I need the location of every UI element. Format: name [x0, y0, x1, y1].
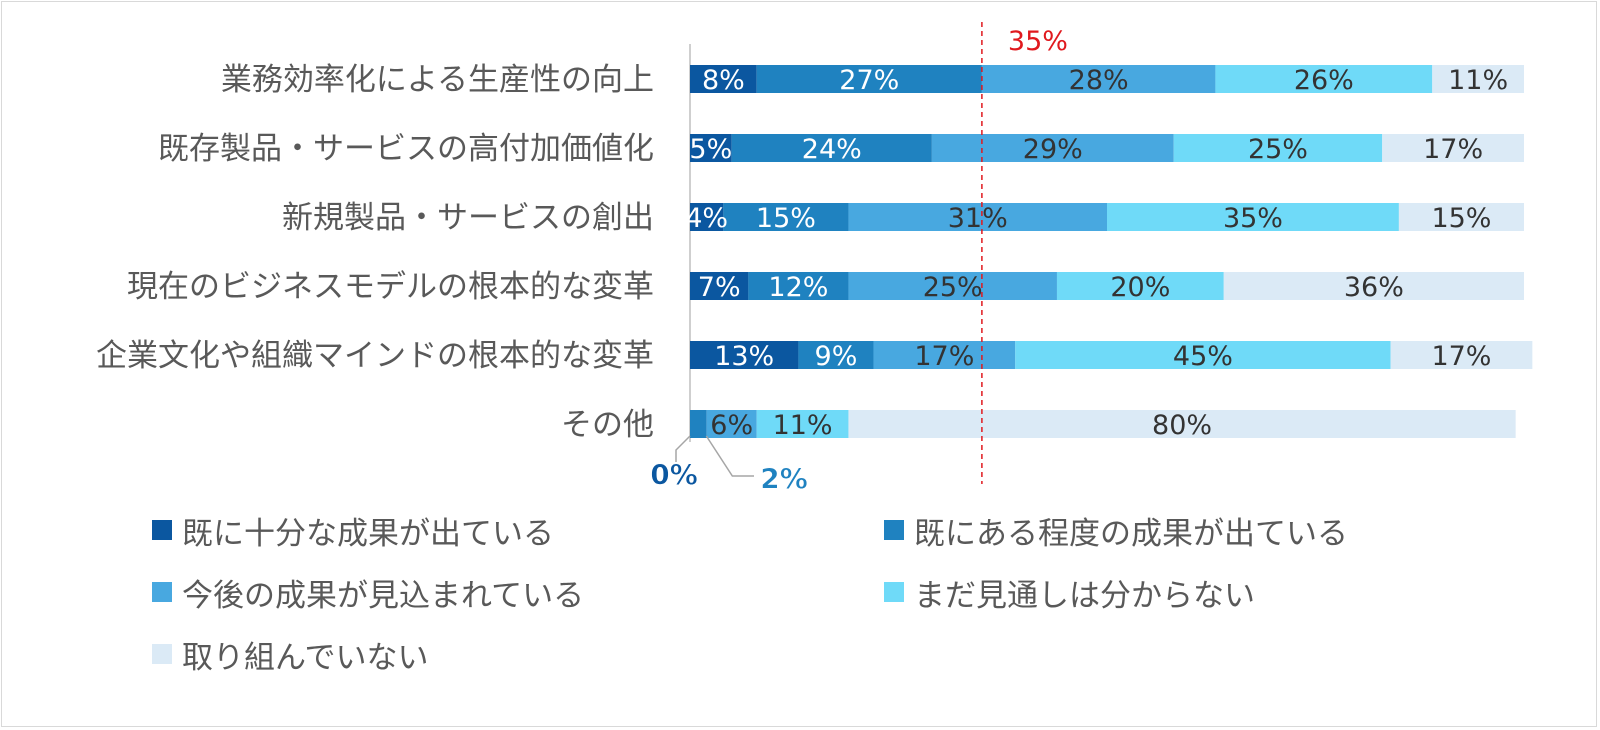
data-label: 11% — [773, 410, 833, 441]
bar-segment — [848, 203, 1107, 231]
bar-segment — [1223, 272, 1524, 300]
reference-line-label: 35% — [1008, 26, 1068, 57]
legend-swatch — [152, 644, 172, 664]
category-label: 企業文化や組織マインドの根本的な変革 — [96, 338, 654, 374]
bar-segment — [690, 203, 724, 231]
data-labels: 8% 27% 28% 26% 11% 5% 24% 29% 25% 17% 4% 15% 31% 35% 1… — [685, 65, 1508, 441]
bar-segment — [690, 410, 707, 438]
data-label: 29% — [1023, 134, 1083, 165]
bar-segment — [981, 65, 1216, 93]
data-label: 12% — [768, 272, 828, 303]
data-label: 27% — [839, 65, 899, 96]
data-label: 6% — [710, 410, 753, 441]
legend-item: 今後の成果が見込まれている — [152, 572, 585, 614]
bar-segment — [1173, 134, 1383, 162]
bar-segment — [848, 272, 1057, 300]
bars — [690, 65, 1533, 438]
legend-label: 今後の成果が見込まれている — [182, 577, 585, 614]
data-label: 4% — [685, 203, 728, 234]
legend-swatch — [152, 582, 172, 602]
bar-segment — [748, 272, 849, 300]
bar-segment — [690, 341, 799, 369]
bar-segment — [690, 272, 749, 300]
bar-segment — [723, 203, 849, 231]
bar-segment — [1056, 272, 1224, 300]
bar-segment — [1107, 203, 1399, 231]
bar-segment — [1215, 65, 1433, 93]
legend-swatch — [884, 582, 904, 602]
data-label: 11% — [1448, 65, 1508, 96]
callout-label: 2% — [760, 462, 808, 495]
data-label: 5% — [689, 134, 732, 165]
data-label: 17% — [1431, 341, 1491, 372]
data-label: 35% — [1223, 203, 1283, 234]
legend-label: 取り組んでいない — [182, 639, 429, 676]
data-label: 17% — [1423, 134, 1483, 165]
bar-segment — [798, 341, 874, 369]
data-label: 26% — [1294, 65, 1354, 96]
data-label: 13% — [714, 341, 774, 372]
bar-segment — [756, 65, 982, 93]
callout-labels: 0% 2% — [650, 435, 808, 495]
legend-label: 既に十分な成果が出ている — [182, 515, 554, 552]
bar-segment — [690, 134, 732, 162]
bar-segment — [1390, 341, 1533, 369]
bar-segment — [931, 134, 1174, 162]
data-label: 45% — [1173, 341, 1233, 372]
category-label: 現在のビジネスモデルの根本的な変革 — [127, 269, 654, 305]
data-label: 8% — [702, 65, 745, 96]
legend-swatch — [884, 520, 904, 540]
data-label: 9% — [815, 341, 858, 372]
bar-segment — [1015, 341, 1391, 369]
bar-segment — [731, 134, 932, 162]
data-label: 15% — [756, 203, 816, 234]
callout-leader — [705, 435, 754, 477]
bar-segment — [690, 65, 757, 93]
legend-swatch — [152, 520, 172, 540]
legend-label: まだ見通しは分からない — [914, 577, 1255, 614]
data-label: 20% — [1110, 272, 1170, 303]
legend-item: 取り組んでいない — [152, 634, 429, 676]
bar-segment — [1382, 134, 1524, 162]
bar-segment — [1432, 65, 1524, 93]
data-label: 25% — [1248, 134, 1308, 165]
data-label: 17% — [914, 341, 974, 372]
data-label: 25% — [923, 272, 983, 303]
data-label: 7% — [698, 272, 741, 303]
stacked-bar-chart: 業務効率化による生産性の向上既存製品・サービスの高付加価値化新規製品・サービスの… — [96, 22, 1533, 495]
bar-segment — [1398, 203, 1524, 231]
legend-label: 既にある程度の成果が出ている — [914, 515, 1348, 552]
category-label: その他 — [561, 407, 654, 443]
callout-leader — [675, 435, 691, 462]
data-label: 36% — [1344, 272, 1404, 303]
data-label: 15% — [1431, 203, 1491, 234]
data-label: 80% — [1152, 410, 1212, 441]
data-label: 31% — [948, 203, 1008, 234]
data-label: 24% — [802, 134, 862, 165]
legend-item: 既に十分な成果が出ている — [152, 510, 554, 552]
legend-item: まだ見通しは分からない — [884, 572, 1255, 614]
bar-segment — [706, 410, 757, 438]
callout-label: 0% — [650, 458, 698, 491]
bar-segment — [848, 410, 1516, 438]
category-label: 既存製品・サービスの高付加価値化 — [158, 131, 654, 167]
category-label: 新規製品・サービスの創出 — [282, 200, 654, 236]
bar-segment — [756, 410, 849, 438]
legend-item: 既にある程度の成果が出ている — [884, 510, 1348, 552]
reference-line: 35% — [981, 22, 1068, 484]
legend: 既に十分な成果が出ている 既にある程度の成果が出ている今後の成果が見込まれている ま… — [152, 510, 1552, 720]
category-labels: 業務効率化による生産性の向上既存製品・サービスの高付加価値化新規製品・サービスの… — [96, 62, 654, 443]
data-label: 28% — [1069, 65, 1129, 96]
bar-segment — [873, 341, 1016, 369]
category-label: 業務効率化による生産性の向上 — [221, 62, 654, 98]
